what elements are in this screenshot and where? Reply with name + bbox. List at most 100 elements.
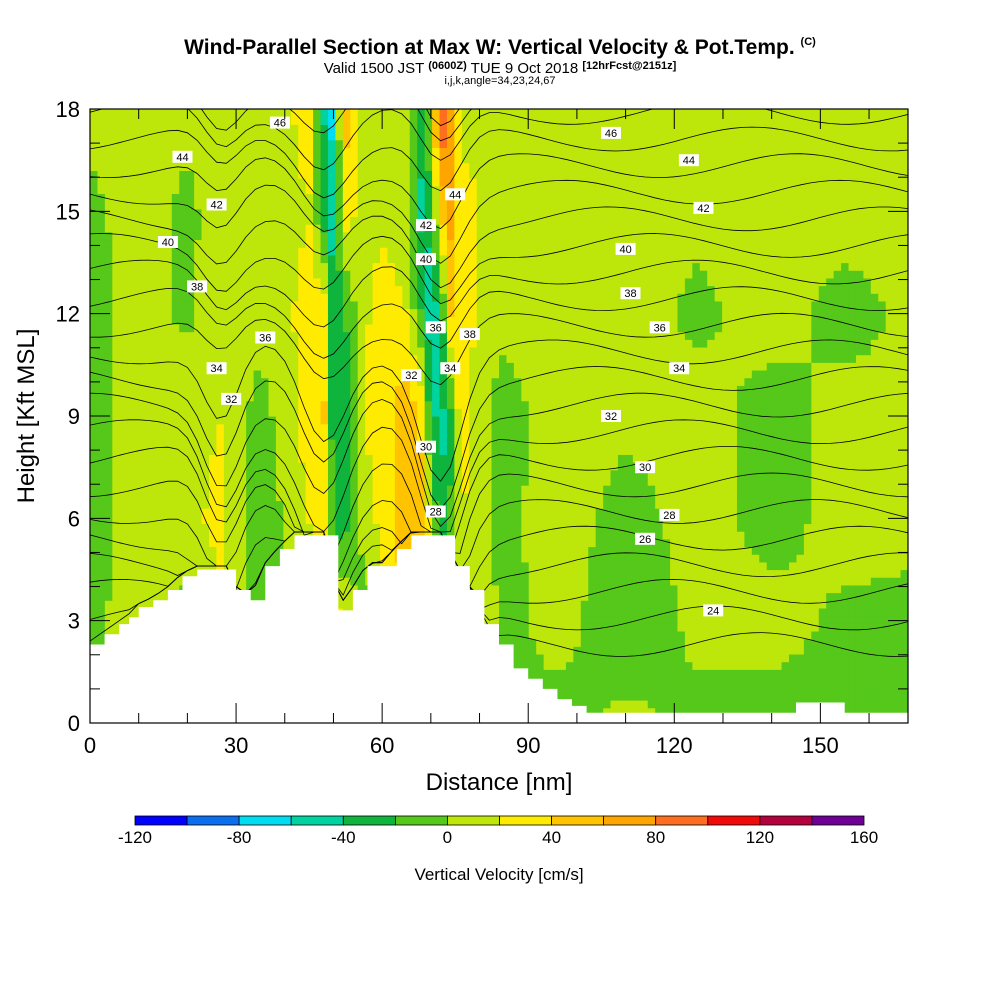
velocity-cell xyxy=(394,485,403,494)
velocity-cell xyxy=(848,569,857,578)
velocity-cell xyxy=(707,439,716,448)
velocity-cell xyxy=(261,546,270,555)
velocity-cell xyxy=(580,423,589,432)
velocity-cell xyxy=(826,661,835,670)
velocity-cell xyxy=(766,416,775,425)
velocity-cell xyxy=(528,584,537,594)
velocity-cell xyxy=(848,546,857,555)
velocity-cell xyxy=(558,392,567,402)
velocity-cell xyxy=(870,408,879,417)
velocity-cell xyxy=(818,615,827,624)
velocity-cell xyxy=(565,607,574,617)
velocity-cell xyxy=(655,600,664,609)
velocity-cell xyxy=(744,500,753,509)
velocity-cell xyxy=(372,538,381,548)
velocity-cell xyxy=(677,454,686,463)
velocity-cell xyxy=(885,439,894,448)
velocity-cell xyxy=(112,561,121,571)
velocity-cell xyxy=(655,446,664,455)
velocity-cell xyxy=(283,538,292,548)
velocity-cell xyxy=(565,408,574,417)
velocity-cell xyxy=(536,584,545,594)
velocity-cell xyxy=(796,653,805,663)
velocity-cell xyxy=(156,500,165,509)
velocity-cell xyxy=(848,669,857,678)
velocity-cell xyxy=(565,385,574,394)
velocity-cell xyxy=(246,454,255,463)
velocity-cell xyxy=(357,446,366,455)
velocity-cell xyxy=(759,653,768,663)
velocity-cell xyxy=(647,607,656,617)
velocity-cell xyxy=(246,569,255,578)
velocity-cell xyxy=(573,699,582,709)
velocity-cell xyxy=(811,684,820,693)
velocity-cell xyxy=(261,523,270,532)
velocity-cell xyxy=(119,592,128,601)
velocity-cell xyxy=(885,661,894,670)
velocity-cell xyxy=(506,485,515,494)
velocity-cell xyxy=(104,515,113,525)
velocity-cell xyxy=(119,400,128,409)
velocity-cell xyxy=(655,669,664,678)
velocity-cell xyxy=(253,392,262,402)
velocity-cell xyxy=(439,500,448,509)
velocity-cell xyxy=(551,653,560,663)
velocity-cell xyxy=(640,607,649,617)
velocity-cell xyxy=(855,439,864,448)
velocity-cell xyxy=(811,392,820,402)
velocity-cell xyxy=(112,431,121,440)
velocity-cell xyxy=(617,492,627,502)
velocity-cell xyxy=(729,592,738,601)
velocity-cell xyxy=(283,416,292,425)
velocity-cell xyxy=(424,408,433,417)
velocity-cell xyxy=(684,515,693,525)
velocity-cell xyxy=(796,500,805,509)
velocity-cell xyxy=(878,584,887,594)
velocity-cell xyxy=(417,485,426,494)
velocity-cell xyxy=(774,600,783,609)
velocity-cell xyxy=(833,600,842,609)
velocity-cell xyxy=(707,485,716,494)
velocity-cell xyxy=(156,439,165,448)
velocity-cell xyxy=(855,600,864,609)
velocity-cell xyxy=(476,423,485,432)
velocity-cell xyxy=(528,546,537,555)
velocity-cell xyxy=(476,500,485,509)
velocity-cell xyxy=(610,469,619,478)
velocity-cell xyxy=(216,439,225,448)
velocity-cell xyxy=(536,607,545,617)
velocity-cell xyxy=(208,423,218,432)
velocity-cell xyxy=(216,546,225,555)
velocity-cell xyxy=(499,615,508,624)
velocity-cell xyxy=(692,676,701,686)
velocity-cell xyxy=(335,477,344,486)
velocity-cell xyxy=(855,669,864,678)
velocity-cell xyxy=(565,431,574,440)
velocity-cell xyxy=(833,515,842,525)
velocity-cell xyxy=(536,623,545,632)
velocity-cell xyxy=(803,638,812,647)
velocity-cell xyxy=(625,469,634,478)
velocity-cell xyxy=(699,492,708,502)
velocity-cell xyxy=(521,630,530,640)
velocity-cell xyxy=(707,707,716,716)
velocity-cell xyxy=(722,431,731,440)
velocity-cell xyxy=(722,638,731,647)
velocity-cell xyxy=(736,638,745,647)
velocity-cell xyxy=(707,646,716,655)
velocity-cell xyxy=(603,462,612,471)
velocity-cell xyxy=(610,431,619,440)
velocity-cell xyxy=(573,661,582,670)
velocity-cell xyxy=(848,492,857,502)
velocity-cell xyxy=(595,623,604,632)
velocity-cell xyxy=(551,462,560,471)
velocity-cell xyxy=(692,523,701,532)
velocity-cell xyxy=(528,569,537,578)
velocity-cell xyxy=(469,508,478,517)
velocity-cell xyxy=(261,369,270,379)
velocity-cell xyxy=(677,485,686,494)
velocity-cell xyxy=(484,584,493,594)
velocity-cell xyxy=(595,531,604,540)
velocity-cell xyxy=(268,392,277,402)
chart-title-mark: (C) xyxy=(800,36,816,48)
